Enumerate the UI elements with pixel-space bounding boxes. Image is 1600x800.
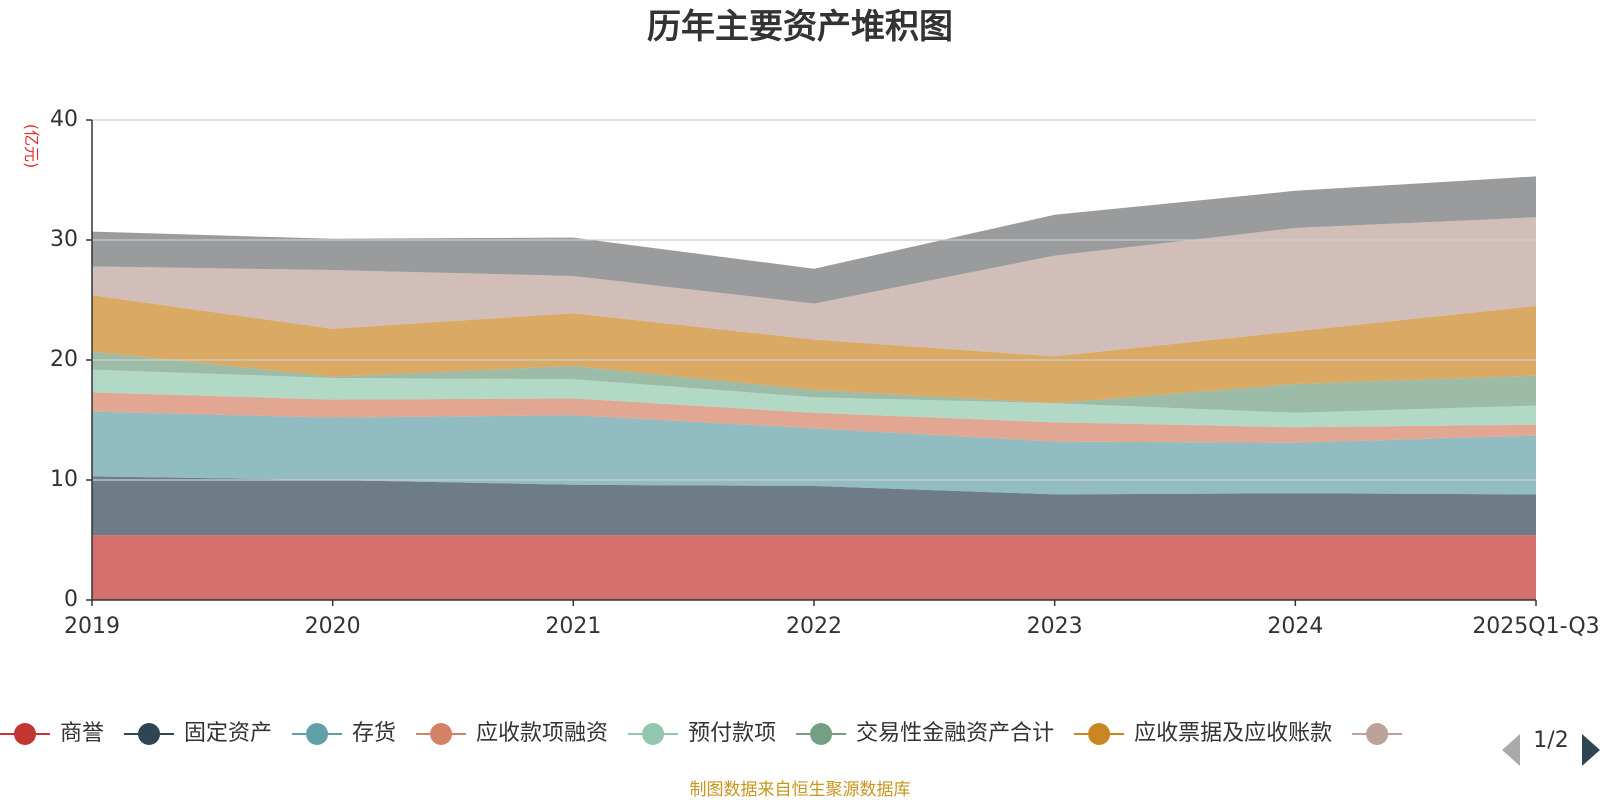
- axes: 2019 2020 2021 2022 2023 2024 2025Q1-Q3: [64, 120, 1600, 639]
- legend-item-7[interactable]: [1352, 723, 1403, 745]
- legend-item-4[interactable]: 预付款项: [628, 721, 776, 746]
- y-tick-label-1: 10: [50, 467, 78, 492]
- area-series-5: [92, 351, 1536, 413]
- y-axis-unit: (亿元): [22, 124, 41, 169]
- area-series-0: [92, 535, 1536, 600]
- area-series-2: [92, 411, 1536, 495]
- x-tick-label-3: 2022: [786, 614, 842, 639]
- legend-item-1[interactable]: 固定资产: [124, 721, 272, 746]
- area-series-3: [92, 392, 1536, 443]
- legend-label-0: 商誉: [60, 721, 104, 746]
- area-series-6: [92, 295, 1536, 404]
- legend-page-indicator: 1/2: [1533, 728, 1568, 753]
- grid-lines: 0 10 20 30 40: [50, 107, 1536, 612]
- y-tick-label-2: 20: [50, 347, 78, 372]
- legend-marker-icon-4: [642, 723, 665, 745]
- area-series-7: [92, 217, 1536, 357]
- legend-item-5[interactable]: 交易性金融资产合计: [796, 721, 1054, 746]
- legend-next-icon[interactable]: [1582, 734, 1600, 766]
- legend-pager: 1/2: [1502, 728, 1600, 766]
- legend-label-5: 交易性金融资产合计: [856, 721, 1054, 746]
- legend-label-3: 应收款项融资: [476, 721, 608, 746]
- x-tick-label-5: 2024: [1267, 614, 1323, 639]
- legend-label-2: 存货: [352, 721, 396, 746]
- x-tick-label-0: 2019: [64, 614, 120, 639]
- y-tick-label-3: 30: [50, 227, 78, 252]
- legend-marker-icon-3: [430, 723, 453, 745]
- legend-item-6[interactable]: 应收票据及应收账款: [1074, 721, 1332, 746]
- legend-item-2[interactable]: 存货: [292, 721, 396, 746]
- area-series-8: [92, 176, 1536, 304]
- legend-marker-icon-1: [138, 723, 161, 745]
- area-layers: [92, 176, 1536, 600]
- chart-title: 历年主要资产堆积图: [647, 7, 953, 47]
- legend-marker-icon-2: [306, 723, 329, 745]
- legend-label-6: 应收票据及应收账款: [1134, 721, 1332, 746]
- legend-marker-icon-7: [1366, 723, 1389, 745]
- legend-item-0[interactable]: 商誉: [0, 721, 104, 746]
- legend-prev-icon[interactable]: [1502, 734, 1520, 766]
- x-tick-label-1: 2020: [305, 614, 361, 639]
- footer-source: 制图数据来自恒生聚源数据库: [690, 780, 911, 800]
- legend: 商誉 固定资产 存货 应收款项融资 预付款项 交易性金融资产合计 应收票据及应收账款: [0, 721, 1403, 746]
- area-series-4: [92, 369, 1536, 428]
- y-tick-label-4: 40: [50, 107, 78, 132]
- legend-marker-icon-6: [1088, 723, 1111, 745]
- legend-item-3[interactable]: 应收款项融资: [416, 721, 608, 746]
- area-series-1: [92, 476, 1536, 536]
- legend-label-4: 预付款项: [688, 721, 776, 746]
- legend-label-1: 固定资产: [184, 721, 272, 746]
- x-tick-label-6: 2025Q1-Q3: [1472, 614, 1599, 639]
- legend-marker-icon-0: [14, 723, 36, 745]
- legend-marker-icon-5: [810, 723, 833, 745]
- x-tick-label-4: 2023: [1027, 614, 1083, 639]
- y-tick-label-0: 0: [64, 587, 78, 612]
- x-tick-label-2: 2021: [545, 614, 601, 639]
